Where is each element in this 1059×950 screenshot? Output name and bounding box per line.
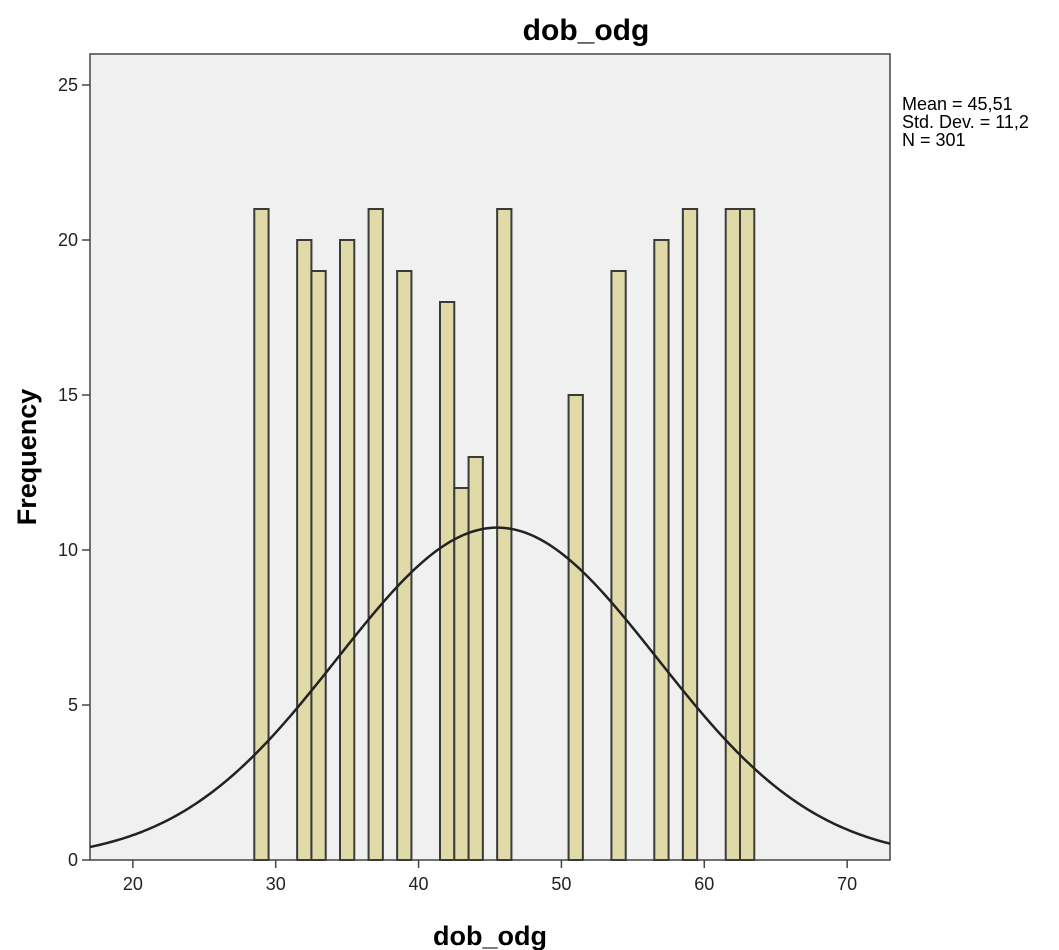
- histogram-bar: [439, 301, 456, 861]
- x-tick-label: 40: [409, 874, 429, 894]
- stats-box: Mean = 45,51 Std. Dev. = 11,2 N = 301: [902, 94, 1029, 150]
- x-axis: 20 30 40 50 60 70: [123, 860, 857, 894]
- histogram-bar: [681, 208, 699, 861]
- y-axis-title: Frequency: [12, 389, 42, 526]
- y-tick-label: 5: [68, 695, 78, 715]
- y-tick-label: 10: [58, 540, 78, 560]
- stats-mean: Mean = 45,51: [902, 94, 1013, 114]
- y-tick-label: 15: [58, 385, 78, 405]
- x-tick-label: 50: [551, 874, 571, 894]
- histogram-bar: [453, 487, 470, 861]
- histogram-bar: [339, 239, 356, 861]
- histogram-bar: [724, 208, 742, 861]
- x-tick-label: 30: [266, 874, 286, 894]
- y-tick-label: 20: [58, 230, 78, 250]
- x-tick-label: 70: [837, 874, 857, 894]
- y-tick-label: 25: [58, 75, 78, 95]
- histogram-bar: [610, 270, 627, 861]
- histogram-bar: [739, 208, 756, 861]
- histogram-bar: [310, 270, 327, 861]
- histogram-bar: [396, 270, 413, 861]
- normal-curve: [89, 526, 891, 849]
- y-tick-label: 0: [68, 850, 78, 870]
- plot-area: [89, 53, 891, 861]
- bars-group: [253, 208, 756, 861]
- stats-std-dev: Std. Dev. = 11,2: [902, 112, 1029, 132]
- x-tick-label: 20: [123, 874, 143, 894]
- histogram-bar: [467, 456, 484, 861]
- histogram-bar: [367, 208, 384, 861]
- x-tick-label: 60: [694, 874, 714, 894]
- histogram-bar: [653, 239, 670, 861]
- histogram-bar: [496, 208, 513, 861]
- chart-title: dob_odg: [523, 14, 650, 47]
- histogram-bar: [567, 394, 584, 861]
- histogram-bar: [253, 208, 270, 861]
- histogram-bar: [296, 239, 313, 861]
- x-axis-title: dob_odg: [433, 921, 547, 950]
- y-axis: 0 5 10 15 20 25: [58, 75, 90, 870]
- stats-n: N = 301: [902, 130, 966, 150]
